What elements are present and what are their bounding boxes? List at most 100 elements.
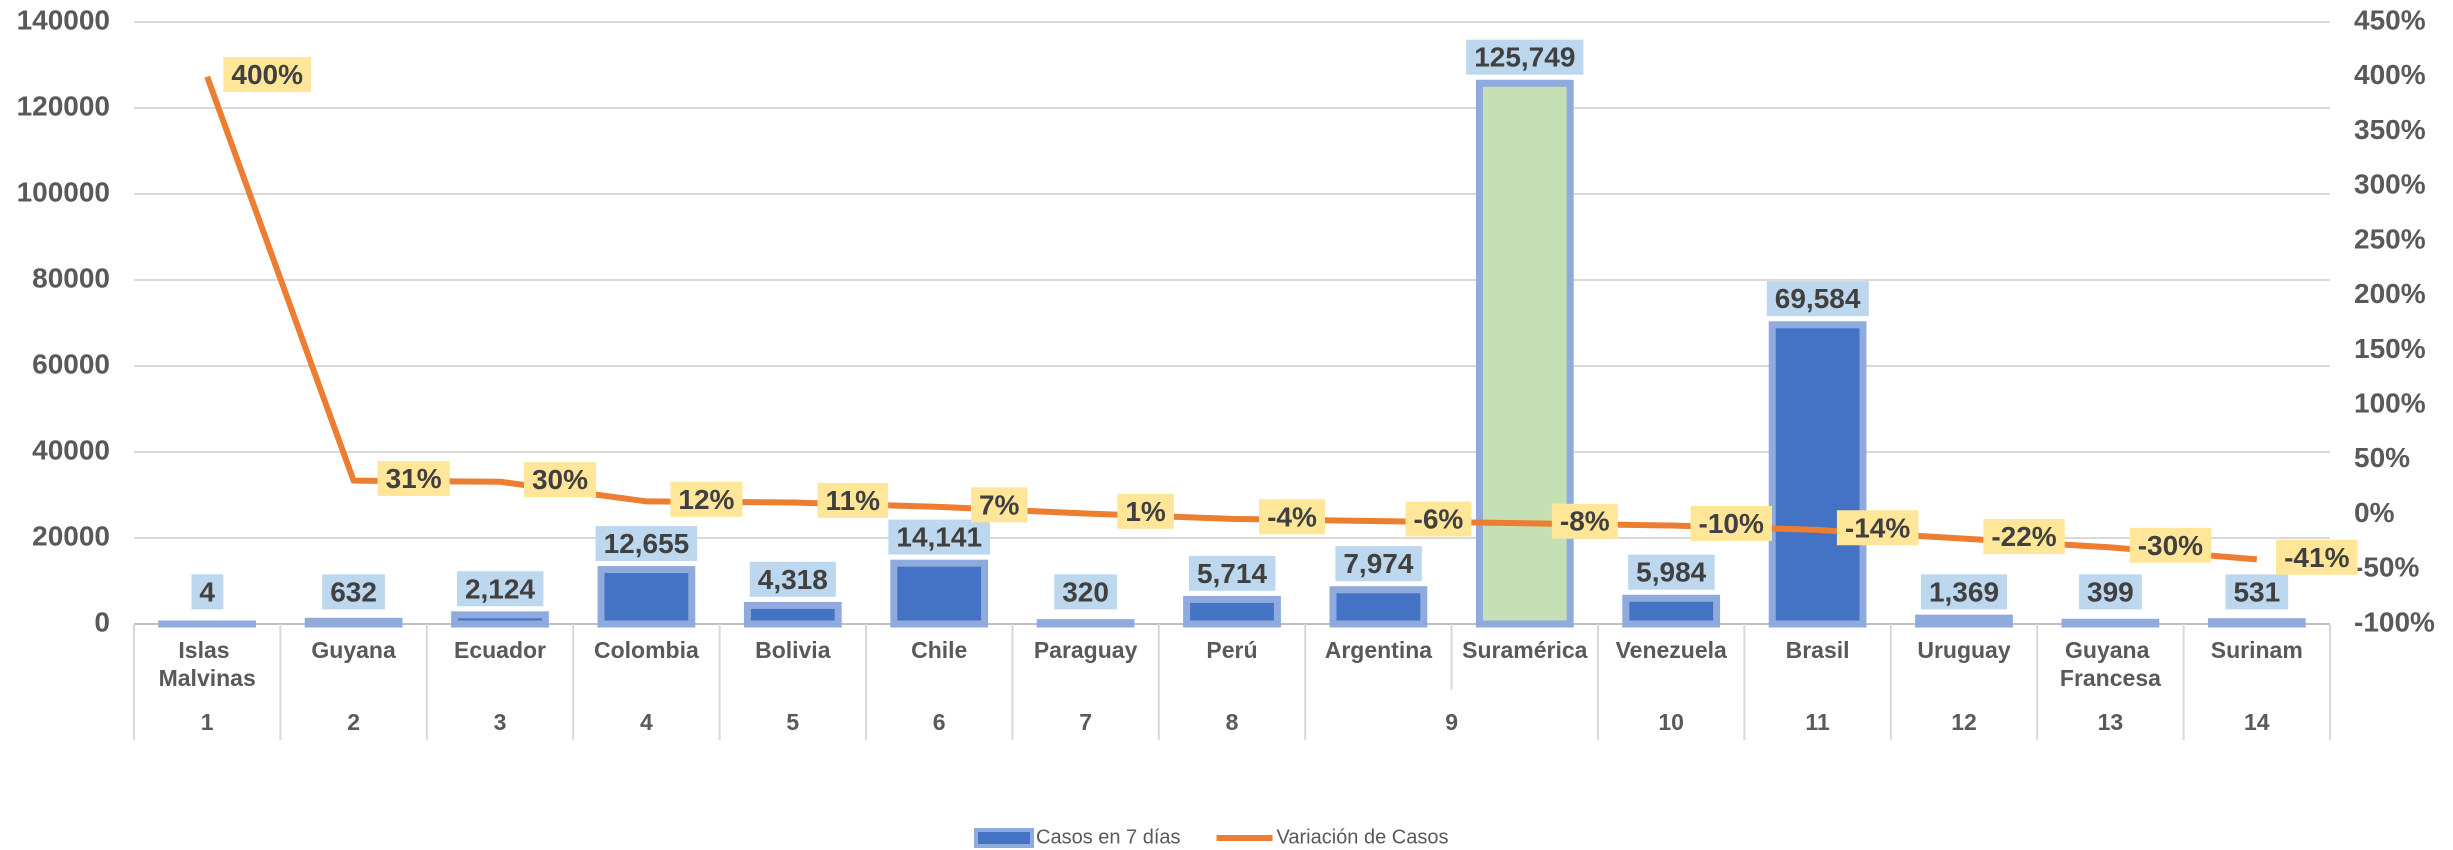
data-label-group: 4,318	[749, 561, 836, 597]
data-label-bg	[523, 462, 597, 498]
data-label-group: -14%	[1836, 510, 1919, 546]
group-label: 8	[1226, 709, 1239, 735]
data-label-bg	[1690, 505, 1772, 541]
group-label: 12	[1951, 709, 1977, 735]
group-label: 11	[1805, 709, 1830, 735]
bar	[2061, 618, 2160, 628]
data-label-group: 12%	[670, 481, 743, 517]
data-label-bg	[1836, 510, 1919, 546]
data-label: 125,749	[1474, 42, 1575, 73]
y-tick-label: 40000	[32, 434, 110, 465]
data-label-bg	[2129, 527, 2212, 563]
data-label-group: 30%	[523, 462, 597, 498]
x-tick-label: Paraguay	[1034, 637, 1138, 663]
group-label: 10	[1658, 709, 1684, 735]
y2-tick-label: 400%	[2354, 59, 2426, 90]
data-label: 30%	[532, 464, 588, 495]
y2-tick-label: 300%	[2354, 169, 2426, 200]
group-label: 5	[786, 709, 799, 735]
y2-tick-label: 150%	[2354, 333, 2426, 364]
data-label-bg	[322, 574, 385, 610]
data-label-group: 31%	[377, 461, 450, 497]
data-label-bg	[749, 561, 836, 597]
data-label: -8%	[1560, 506, 1610, 537]
y-tick-label: 20000	[32, 520, 110, 551]
data-label-bg	[817, 482, 889, 518]
data-label-group: -10%	[1690, 505, 1772, 541]
data-label: 4,318	[758, 564, 828, 595]
bar	[1768, 321, 1867, 628]
data-label-bg	[2079, 574, 2142, 610]
data-label: 4	[199, 576, 215, 607]
data-label-bg	[595, 525, 698, 561]
legend-label: Variación de Casos	[1277, 826, 1449, 848]
x-tick-label: Guyana Francesa	[2060, 637, 2161, 691]
x-tick-label: Ecuador	[454, 637, 546, 663]
x-tick-label: Islas Malvinas	[159, 637, 256, 691]
data-label: 400%	[231, 59, 303, 90]
data-label-bg	[1405, 501, 1472, 537]
y2-tick-label: 100%	[2354, 387, 2426, 418]
data-label: 320	[1062, 576, 1109, 607]
y2-tick-label: 350%	[2354, 114, 2426, 145]
data-label: 14,141	[896, 522, 982, 553]
data-label-group: 4	[191, 574, 224, 610]
y2-tick-label: -50%	[2354, 552, 2419, 583]
bar	[1183, 595, 1281, 628]
data-label-group: 399	[2079, 574, 2142, 610]
bar	[1329, 586, 1428, 628]
bar	[1475, 79, 1574, 628]
data-label: 69,584	[1775, 283, 1861, 314]
data-label: 1,369	[1929, 576, 1999, 607]
data-label-bg	[1188, 555, 1276, 591]
x-tick-label: Colombia	[594, 637, 699, 663]
bar	[1622, 594, 1721, 628]
y-tick-label: 80000	[32, 262, 110, 293]
grid	[134, 21, 2330, 625]
data-label: 632	[330, 576, 377, 607]
bar	[743, 601, 842, 628]
y-tick-label: 140000	[17, 4, 110, 35]
data-label-group: 7,974	[1335, 546, 1422, 582]
data-label-bg	[1466, 39, 1584, 75]
data-label-bg	[1054, 574, 1117, 610]
data-label: -41%	[2284, 542, 2349, 573]
data-label: 2,124	[465, 573, 535, 604]
data-label-bg	[2225, 574, 2289, 610]
legend-label: Casos en 7 días	[1036, 826, 1181, 848]
data-label: 7,974	[1343, 548, 1413, 579]
data-label-group: 320	[1054, 574, 1117, 610]
bar	[890, 559, 989, 628]
data-label: -6%	[1414, 504, 1464, 535]
x-tick-label: Brasil	[1786, 637, 1850, 663]
line	[204, 75, 2258, 563]
data-label: 31%	[386, 463, 442, 494]
data-label-group: 125,749	[1466, 39, 1584, 75]
y2-tick-label: -100%	[2354, 606, 2435, 637]
data-label: 1%	[1125, 496, 1166, 527]
x-tick-label: Venezuela	[1616, 637, 1727, 663]
data-label: 12%	[678, 484, 734, 515]
data-label-bg	[1628, 554, 1715, 590]
y2-tick-label: 200%	[2354, 278, 2426, 309]
group-label: 1	[201, 709, 214, 735]
data-label-bg	[1117, 493, 1174, 529]
y2-tick-label: 250%	[2354, 223, 2426, 254]
y2-tick-label: 0%	[2354, 497, 2395, 528]
data-label-group: -30%	[2129, 527, 2212, 563]
data-label: 5,984	[1636, 557, 1706, 588]
group-label: 4	[640, 709, 653, 735]
data-label-bg	[1335, 546, 1422, 582]
x-tick-label: Surinam	[2211, 637, 2303, 663]
data-label-group: -22%	[1983, 519, 2065, 555]
group-label: 6	[933, 709, 946, 735]
data-label-group: 5,714	[1188, 555, 1276, 591]
y-tick-label: 60000	[32, 348, 110, 379]
bar	[597, 566, 696, 628]
data-label-bg	[1766, 281, 1869, 317]
data-label-group: -4%	[1259, 499, 1325, 535]
data-label-bg	[1920, 574, 2008, 610]
data-label: 399	[2087, 576, 2134, 607]
data-label-bg	[2276, 539, 2358, 575]
group-label: 9	[1445, 709, 1458, 735]
